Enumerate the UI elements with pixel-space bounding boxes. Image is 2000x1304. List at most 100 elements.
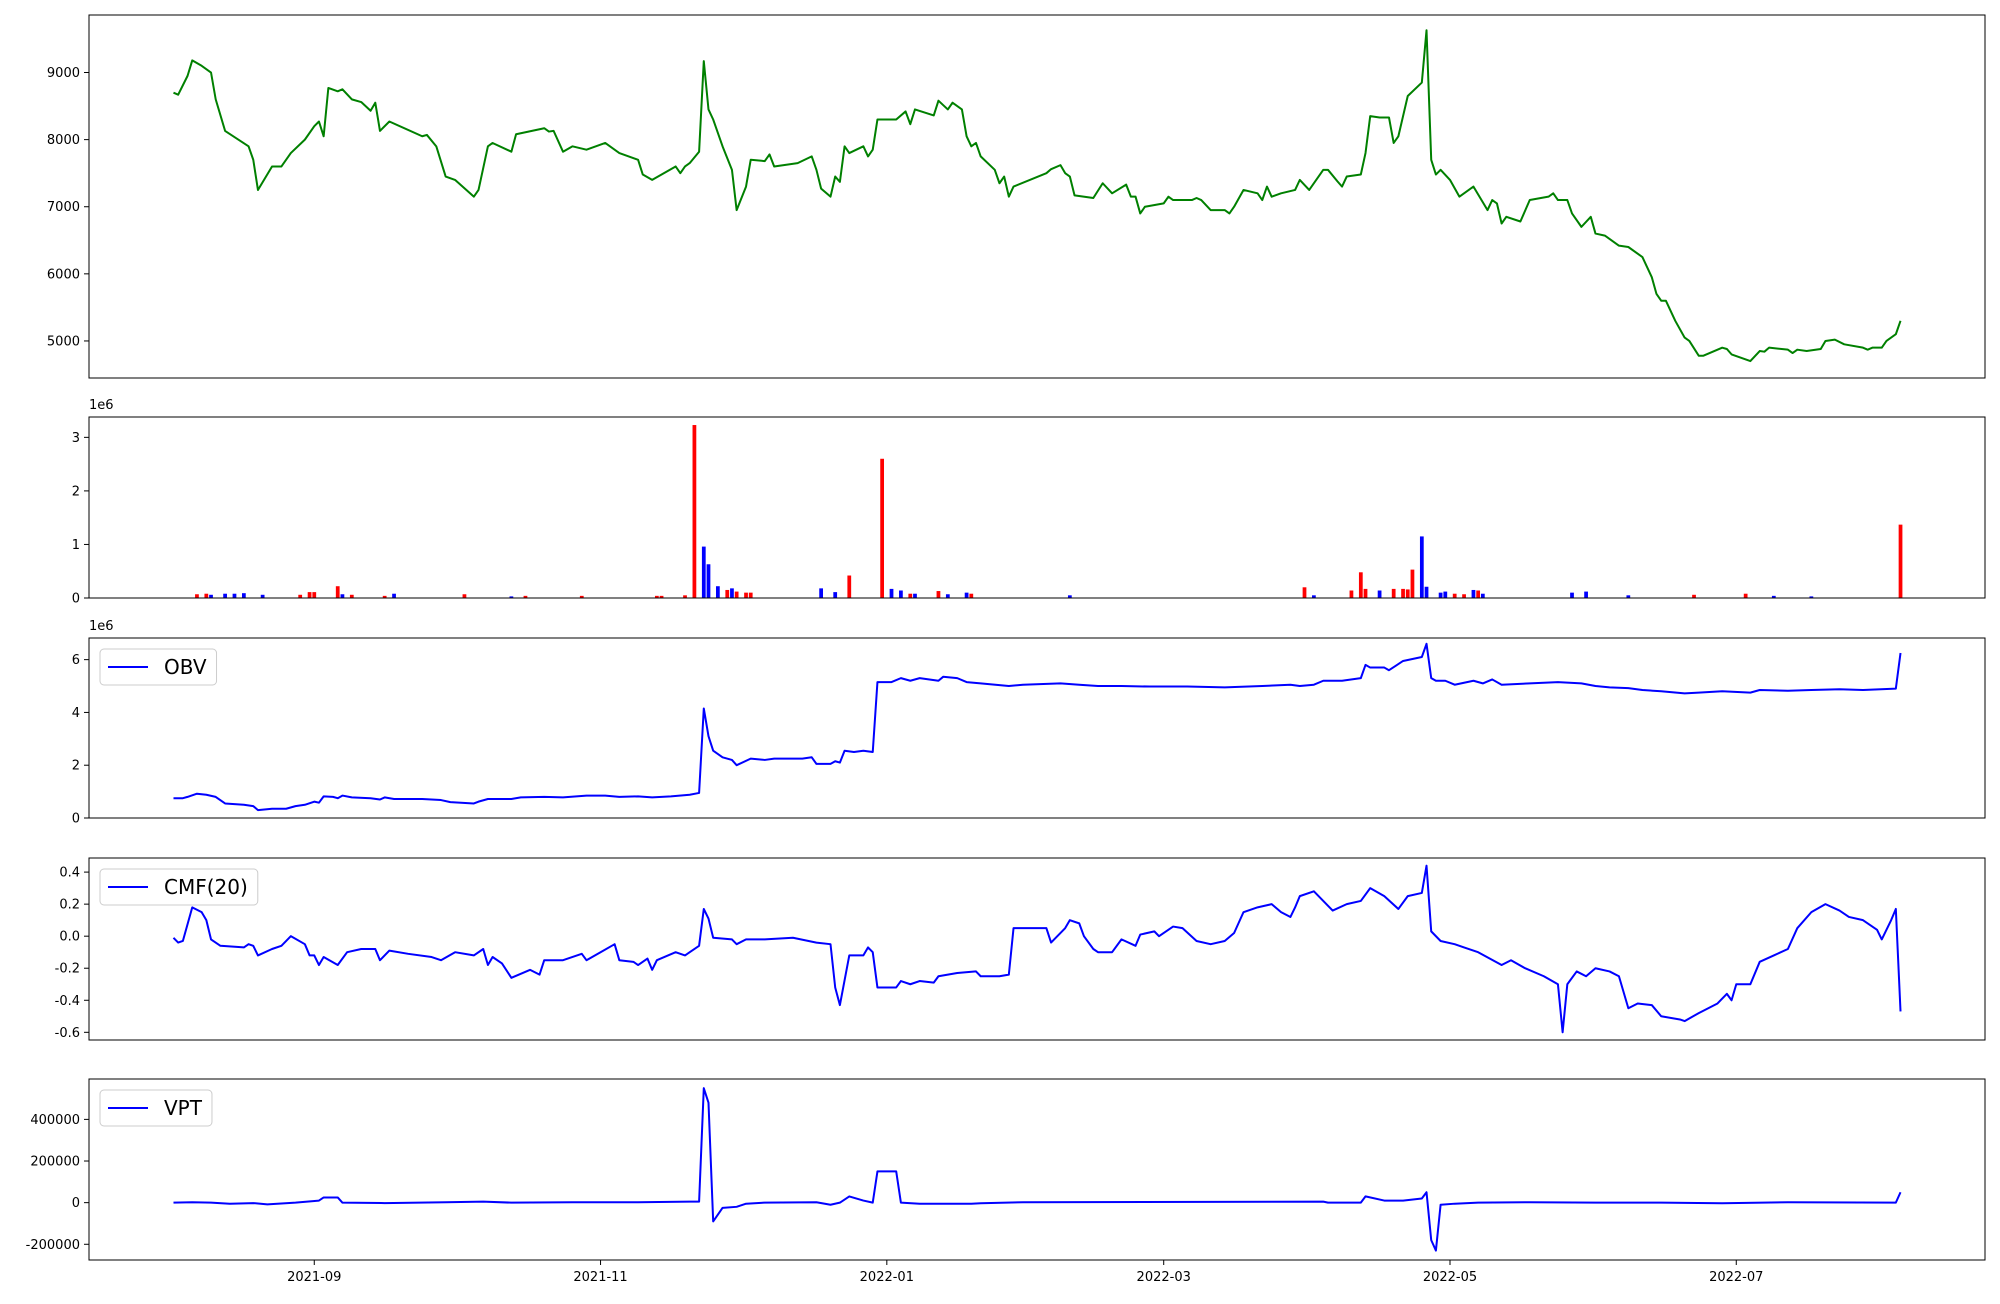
volume-bar	[392, 593, 396, 598]
x-tick-label: 2021-09	[287, 1270, 341, 1285]
volume-bar	[683, 595, 687, 598]
y-tick-label: -0.6	[55, 1026, 80, 1041]
y-tick-label: 0.2	[59, 898, 80, 913]
volume-bar	[462, 594, 467, 598]
volume-bar	[880, 458, 885, 598]
volume-bar	[659, 595, 664, 598]
volume-bar	[1626, 595, 1631, 598]
axes-frame	[88, 857, 1986, 1041]
x-tick-label: 2022-05	[1423, 1270, 1477, 1285]
volume-bar	[1809, 596, 1814, 598]
volume-bar	[734, 591, 739, 598]
y-tick-label: 5000	[47, 334, 80, 349]
volume-bar	[701, 546, 706, 598]
legend-frame	[99, 648, 218, 686]
volume-bar	[1480, 593, 1485, 598]
axes-frame	[88, 416, 1986, 599]
volume-bar	[340, 594, 345, 598]
volume-bar	[349, 594, 354, 598]
y-tick-label: 9000	[47, 66, 80, 81]
y-tick-label: 0.0	[59, 930, 80, 945]
volume-bar	[748, 592, 753, 598]
volume-bar	[1424, 586, 1429, 598]
volume-bar	[1358, 572, 1363, 598]
volume-bar	[847, 575, 852, 598]
panel: -0.6 -0.4 -0.2 0.0 0.2 0.4 CMF(20)	[55, 857, 1986, 1041]
volume-bar	[1405, 589, 1410, 598]
volume-bar	[706, 564, 711, 598]
legend-label: VPT	[164, 1096, 203, 1120]
volume-bar	[715, 586, 720, 598]
series-line	[173, 642, 1902, 812]
volume-bar	[1312, 595, 1316, 598]
legend: VPT	[99, 1089, 213, 1127]
volume-bar	[744, 592, 748, 598]
axes-frame	[88, 1078, 1986, 1261]
volume-bar	[204, 593, 209, 598]
volume-bar	[889, 588, 894, 598]
y-tick-label: 8000	[47, 133, 80, 148]
volume-bar	[654, 595, 659, 598]
legend-frame	[99, 1089, 213, 1127]
volume-bar	[899, 590, 903, 598]
series-line	[173, 1087, 1902, 1252]
volume-bar	[298, 594, 303, 598]
y-tick-label: -200000	[26, 1238, 80, 1253]
volume-bar	[1443, 591, 1448, 598]
volume-bar	[969, 593, 974, 598]
volume-bar	[1391, 588, 1396, 598]
volume-bar	[1302, 587, 1307, 598]
series-line	[173, 29, 1902, 363]
legend-frame	[99, 868, 259, 906]
volume-bar	[964, 592, 969, 598]
y-tick-label: 4	[72, 706, 80, 721]
y-tick-label: 0.4	[59, 866, 80, 881]
volume-bar	[1438, 592, 1443, 598]
volume-bar	[307, 592, 312, 598]
legend-label: OBV	[164, 655, 207, 679]
offset-label: 1e6	[89, 619, 114, 634]
legend: OBV	[99, 648, 218, 686]
volume-bar	[382, 595, 387, 598]
volume-bar	[908, 593, 913, 598]
volume-bar	[312, 592, 317, 598]
volume-bar	[523, 595, 528, 598]
volume-bar	[1692, 594, 1696, 598]
y-tick-label: 0	[72, 1196, 80, 1211]
volume-bar	[1462, 594, 1466, 598]
x-tick-label: 2022-07	[1709, 1270, 1763, 1285]
volume-bar	[1419, 536, 1424, 598]
volume-bar	[1410, 569, 1415, 598]
volume-bar	[579, 595, 584, 598]
volume-bar	[195, 594, 199, 598]
volume-bar	[232, 593, 237, 598]
panel: 0 2 4 6 1e6 OBV	[72, 619, 1986, 827]
y-tick-label: 400000	[30, 1113, 80, 1128]
volume-bar	[1471, 589, 1476, 598]
y-tick-label: 200000	[30, 1155, 80, 1170]
volume-bar	[936, 591, 941, 598]
y-tick-label: 2	[72, 484, 80, 499]
volume-bar	[1898, 524, 1903, 598]
axes-frame	[88, 637, 1986, 819]
y-tick-label: 2	[72, 759, 80, 774]
volume-bar	[209, 594, 213, 598]
y-tick-label: 1	[72, 538, 80, 553]
volume-bar	[819, 588, 823, 598]
volume-bar	[241, 593, 246, 598]
y-tick-label: 0	[72, 592, 80, 607]
panel: -200000 0 200000 400000 2021-09 2021-11 2022-0…	[26, 1078, 1986, 1285]
volume-bar	[725, 589, 730, 598]
volume-bar	[913, 593, 917, 598]
y-tick-label: 6	[72, 653, 80, 668]
y-tick-label: 3	[72, 431, 80, 446]
legend-label: CMF(20)	[164, 875, 248, 899]
volume-bar	[1363, 588, 1368, 598]
series-line	[172, 864, 1902, 1034]
volume-bar	[1067, 595, 1072, 598]
volume-bar	[335, 586, 340, 598]
volume-bar	[833, 592, 838, 598]
offset-label: 1e6	[89, 398, 114, 413]
volume-bar	[1349, 590, 1354, 598]
